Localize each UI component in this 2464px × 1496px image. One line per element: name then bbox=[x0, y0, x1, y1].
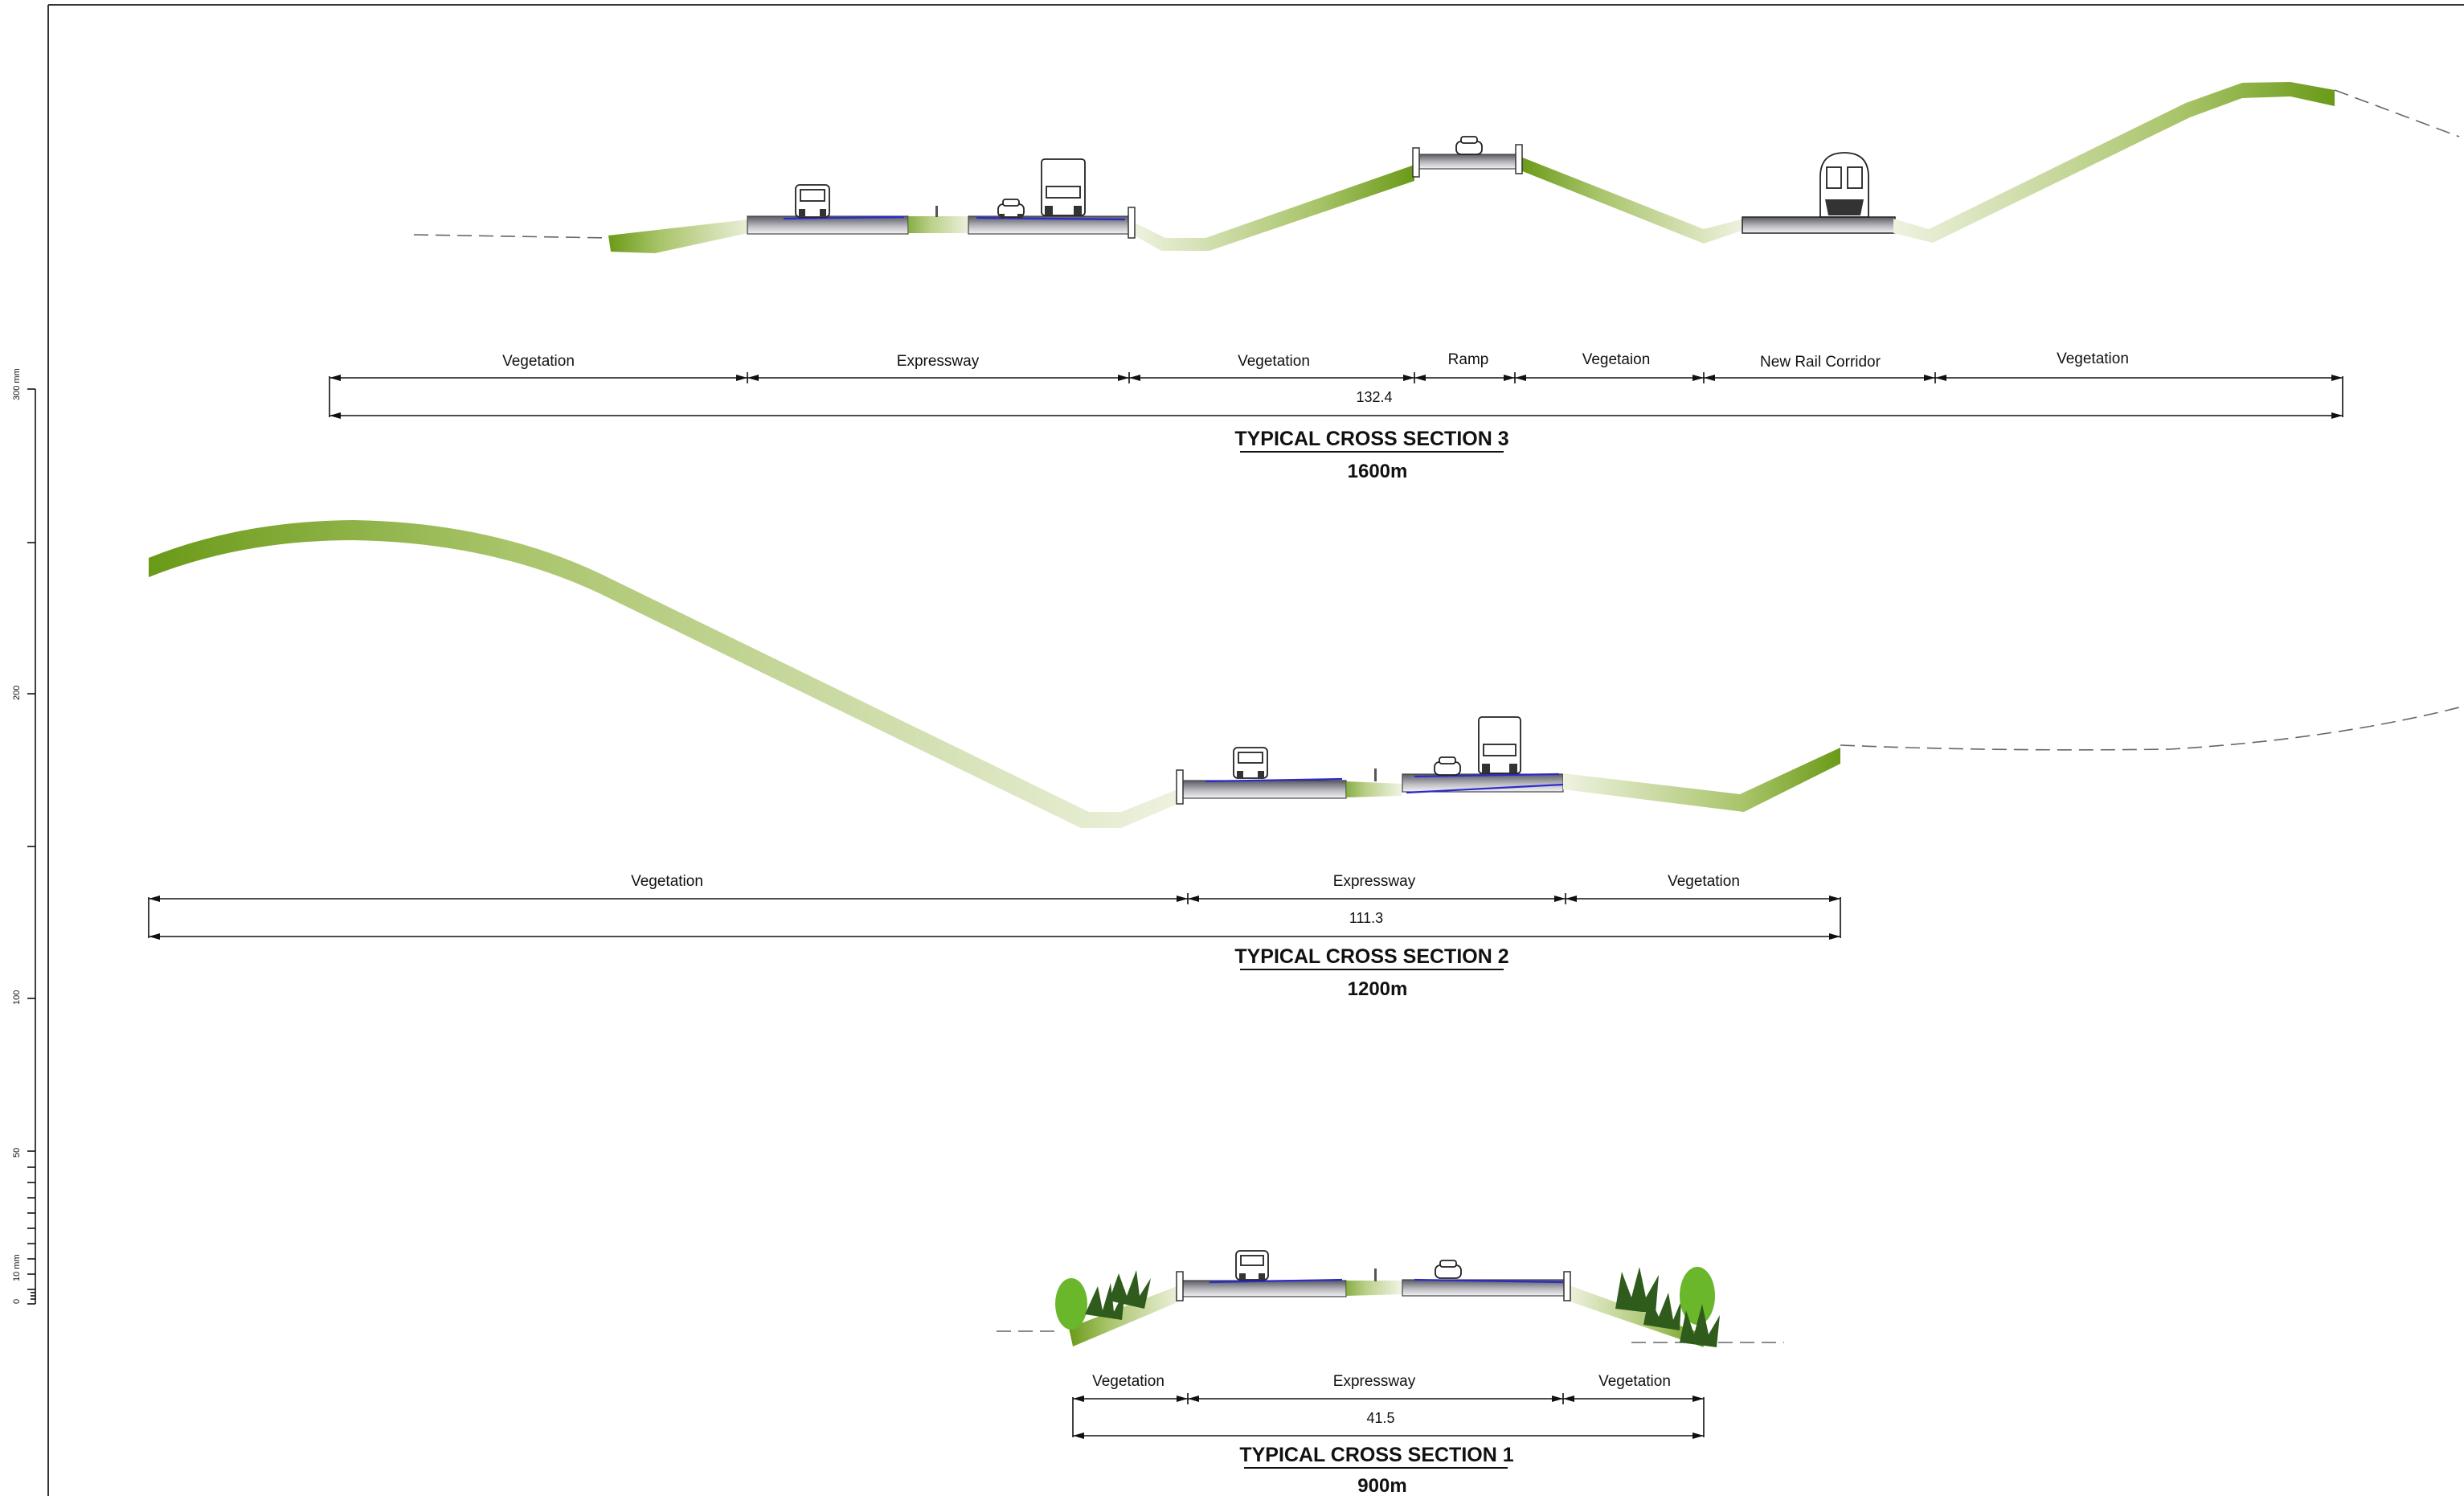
section-2-dimensions bbox=[148, 893, 1841, 940]
section-1-expressway-deck bbox=[1181, 1280, 1347, 1297]
section-1-terrain bbox=[997, 1269, 1784, 1347]
section-3-car bbox=[997, 199, 1025, 219]
section-2-truck bbox=[1478, 716, 1521, 774]
cross-section-3: Vegetation Expressway Vegetation Ramp Ve… bbox=[329, 82, 2460, 482]
section-1-chainage: 900m bbox=[1357, 1475, 1406, 1496]
section-1-segment-label: Vegetation bbox=[1598, 1373, 1671, 1390]
section-1-title: TYPICAL CROSS SECTION 1 bbox=[1239, 1444, 1513, 1466]
section-1-segment-label: Expressway bbox=[1333, 1373, 1416, 1390]
section-3-total-width: 132.4 bbox=[1356, 389, 1392, 405]
section-3-terrain bbox=[413, 82, 2460, 253]
section-3-dimensions bbox=[329, 372, 2343, 419]
sheet-border bbox=[47, 4, 2464, 1496]
section-1-segment-label: Vegetation bbox=[1092, 1373, 1164, 1390]
section-2-expressway-deck bbox=[1181, 780, 1347, 799]
section-3-segment-label: Ramp bbox=[1448, 351, 1489, 368]
section-1-bus bbox=[1235, 1250, 1269, 1281]
section-3-rail-bed bbox=[1742, 216, 1896, 234]
scale-label-0: 0 bbox=[12, 1299, 22, 1304]
section-2-segment-label: Expressway bbox=[1333, 873, 1416, 890]
scale-label-300mm: 300 mm bbox=[12, 368, 22, 400]
section-2-terrain bbox=[149, 520, 2460, 828]
scale-label-200: 200 bbox=[12, 686, 22, 700]
section-2-title: TYPICAL CROSS SECTION 2 bbox=[1234, 945, 1508, 968]
section-1-dimensions bbox=[1072, 1393, 1705, 1439]
section-2-bus bbox=[1233, 747, 1268, 779]
scale-bar: 0 10 mm 50 100 200 300 mm bbox=[12, 368, 36, 1305]
section-3-segment-label: Vegetation bbox=[1238, 353, 1310, 370]
cross-section-2: Vegetation Expressway Vegetation 111.3 T… bbox=[148, 520, 2460, 1000]
section-3-ramp-car bbox=[1455, 136, 1483, 155]
section-2-chainage: 1200m bbox=[1348, 978, 1408, 1000]
section-1-total-width: 41.5 bbox=[1366, 1410, 1394, 1426]
section-1-trees-left bbox=[1055, 1270, 1151, 1330]
section-3-segment-label: New Rail Corridor bbox=[1760, 354, 1881, 371]
section-1-trees-right bbox=[1615, 1267, 1720, 1347]
section-2-total-width: 111.3 bbox=[1349, 910, 1383, 926]
section-3-segment-label: Expressway bbox=[897, 353, 980, 370]
section-2-car bbox=[1434, 756, 1461, 776]
section-2-segment-label: Vegetation bbox=[631, 873, 703, 890]
cross-section-1: Vegetation Expressway Vegetation 41.5 TY… bbox=[997, 1250, 1784, 1496]
section-3-segment-label: Vegetation bbox=[502, 353, 575, 370]
section-3-segment-label: Vegetation bbox=[2057, 350, 2129, 367]
section-1-car bbox=[1435, 1260, 1462, 1279]
section-3-segment-label: Vegetaion bbox=[1582, 351, 1651, 368]
scale-label-50: 50 bbox=[12, 1148, 22, 1158]
section-3-train bbox=[1819, 152, 1869, 218]
scale-label-10mm: 10 mm bbox=[12, 1254, 22, 1281]
scale-label-100: 100 bbox=[12, 990, 22, 1005]
section-3-ramp-deck bbox=[1415, 154, 1521, 170]
section-2-segment-label: Vegetation bbox=[1668, 873, 1740, 890]
section-3-bus bbox=[795, 184, 830, 218]
section-3-truck bbox=[1041, 158, 1086, 216]
section-3-title: TYPICAL CROSS SECTION 3 bbox=[1234, 428, 1508, 450]
section-3-chainage: 1600m bbox=[1348, 461, 1408, 482]
